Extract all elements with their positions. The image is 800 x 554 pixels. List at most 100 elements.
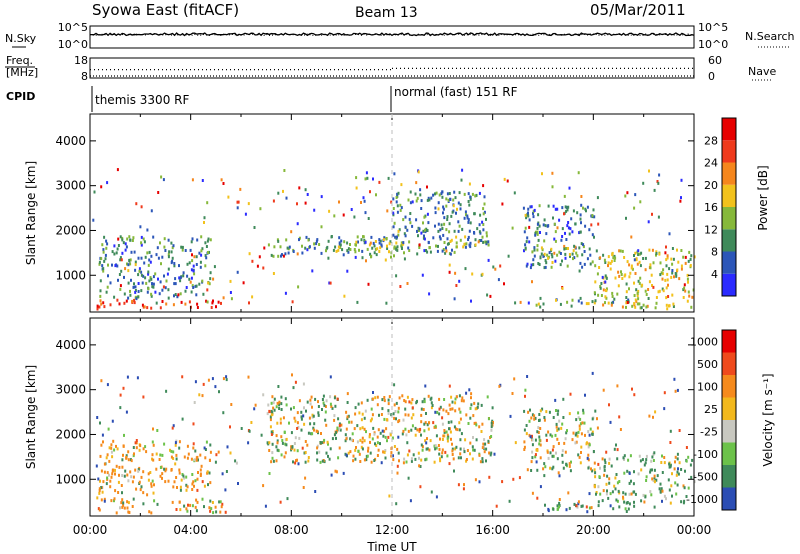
scatter-echo — [201, 394, 204, 398]
scatter-echo — [561, 286, 564, 290]
scatter-echo — [345, 427, 348, 431]
scatter-echo — [609, 420, 612, 424]
cell-6 — [580, 221, 582, 225]
cell-5 — [639, 459, 642, 463]
cell-2 — [346, 241, 349, 245]
cell-4 — [426, 250, 429, 254]
cell-6 — [533, 254, 536, 258]
cell-9 — [612, 256, 615, 260]
cell-0 — [219, 510, 222, 514]
cell-8 — [535, 303, 538, 307]
cell-2 — [438, 447, 441, 451]
cell-5 — [608, 481, 611, 485]
cell-9 — [621, 277, 624, 280]
cell-2 — [361, 249, 364, 253]
cell-1 — [192, 264, 195, 268]
cell-6 — [591, 260, 594, 264]
cell-2 — [310, 395, 313, 399]
scatter-echo — [111, 419, 114, 423]
cell-8 — [593, 301, 596, 305]
cell-9 — [611, 295, 614, 298]
cell-9 — [661, 277, 664, 281]
cell-2 — [349, 450, 352, 454]
cell-1 — [209, 450, 212, 454]
cell-1 — [200, 235, 203, 239]
scatter-echo — [225, 378, 228, 382]
cell-3 — [552, 416, 555, 419]
cell-4 — [427, 221, 430, 225]
scatter-echo — [103, 462, 106, 466]
cell-5 — [617, 489, 620, 493]
cell-6 — [592, 208, 595, 212]
cell-4 — [427, 196, 430, 200]
cell-2 — [270, 253, 273, 257]
cell-4 — [443, 222, 446, 226]
scatter-echo — [296, 222, 299, 226]
cell-4 — [457, 201, 460, 205]
cell-1 — [204, 241, 207, 245]
cell-6 — [542, 223, 545, 227]
scatter-echo — [578, 269, 581, 273]
noise-panel-frame — [89, 25, 695, 49]
cell-4 — [473, 212, 476, 216]
cell-1 — [203, 484, 206, 488]
cell-5 — [611, 490, 614, 494]
scatter-echo — [616, 384, 619, 388]
cell-2 — [438, 452, 441, 456]
cell-1 — [122, 453, 124, 457]
colorbar-segment-1 — [722, 251, 736, 274]
cell-2 — [325, 399, 328, 403]
scatter-echo — [338, 200, 340, 204]
cell-0 — [215, 305, 217, 309]
cell-2 — [466, 449, 469, 452]
scatter-echo — [136, 376, 139, 380]
cell-2 — [306, 400, 309, 404]
cell-3 — [564, 450, 567, 454]
cell-1 — [155, 467, 158, 471]
scatter-echo — [469, 416, 472, 420]
cell-0 — [196, 500, 199, 504]
cell-2 — [347, 247, 350, 251]
cell-1 — [140, 235, 143, 239]
cell-9 — [617, 270, 620, 274]
cell-3 — [534, 455, 537, 459]
cell-4 — [428, 198, 431, 202]
cell-2 — [383, 236, 386, 240]
cell-9 — [676, 248, 678, 252]
cell-2 — [482, 442, 485, 446]
cell-4 — [482, 207, 485, 211]
cell-1 — [102, 480, 105, 484]
cell-2 — [267, 243, 270, 247]
cell-1 — [114, 468, 116, 472]
cell-4 — [403, 232, 406, 236]
scatter-echo — [459, 207, 462, 211]
cell-9 — [662, 289, 665, 293]
cell-4 — [471, 192, 474, 196]
cell-7 — [572, 257, 574, 261]
colorbar-segment-5 — [722, 375, 736, 398]
cell-6 — [552, 204, 555, 208]
cell-2 — [488, 451, 491, 455]
cell-9 — [604, 261, 607, 264]
cell-5 — [606, 489, 608, 493]
scatter-echo — [268, 409, 271, 413]
cell-2 — [469, 406, 472, 410]
cell-2 — [464, 438, 467, 442]
scatter-echo — [385, 301, 388, 305]
cell-1 — [140, 475, 143, 479]
cell-1 — [175, 453, 178, 457]
scatter-echo — [514, 441, 517, 445]
cell-2 — [359, 427, 362, 431]
cell-9 — [666, 256, 669, 260]
cell-9 — [621, 305, 624, 309]
cell-4 — [442, 233, 445, 237]
cell-2 — [321, 398, 324, 401]
cell-4 — [467, 238, 470, 241]
scatter-echo — [314, 490, 317, 493]
cell-1 — [142, 470, 145, 474]
cell-2 — [439, 437, 441, 441]
cell-1 — [102, 248, 105, 252]
cell-2 — [436, 410, 439, 414]
cell-2 — [438, 397, 441, 401]
